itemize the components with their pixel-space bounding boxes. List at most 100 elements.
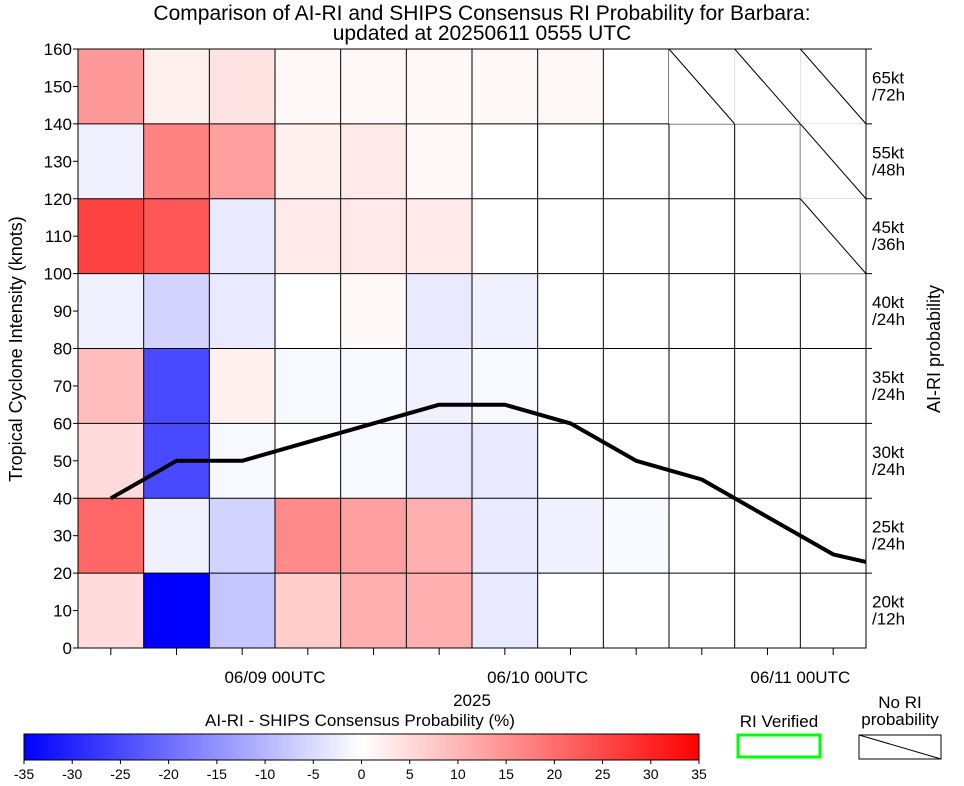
ri-threshold-label: 20kt/12h (872, 593, 905, 629)
ri-threshold-label: 65kt/72h (872, 68, 905, 104)
ri-threshold-line: 25kt (872, 518, 904, 537)
ri-verified-swatch (736, 733, 822, 759)
y-tick-label: 90 (53, 302, 72, 321)
colorbar-tick-label: -5 (307, 766, 320, 782)
heatmap-cell (472, 423, 538, 499)
heatmap-cell (340, 198, 407, 274)
colorbar-tick-label: -30 (62, 766, 82, 782)
heatmap-cell (340, 273, 407, 349)
x-tick-label: 06/10 00UTC (487, 668, 588, 687)
heatmap-cell (669, 423, 735, 499)
ri-threshold-label: 45kt/36h (872, 218, 905, 254)
x-tick-label: 06/11 00UTC (750, 668, 850, 687)
y-tick-label: 150 (44, 77, 72, 96)
no-ri-diagonal (799, 123, 867, 200)
colorbar-tick-label: -15 (207, 766, 227, 782)
x-tick-label: 06/09 00UTC (224, 668, 325, 687)
heatmap-cell (800, 573, 866, 648)
heatmap-cell (669, 198, 735, 274)
heatmap-cell (537, 49, 604, 124)
y-tick-label: 70 (53, 377, 72, 396)
heatmap-cell (143, 498, 210, 574)
heatmap-cell (603, 49, 669, 124)
no-ri-diagonal (668, 48, 736, 125)
heatmap-cell (800, 348, 866, 424)
heatmap-cell (800, 423, 866, 499)
heatmap-cell (472, 498, 538, 574)
heatmap-cell (406, 49, 472, 124)
no-ri-label-line2: probability (861, 710, 939, 729)
heatmap-cell (340, 423, 407, 499)
ri-threshold-line: 45kt (872, 218, 904, 237)
no-ri-diagonal (799, 198, 867, 274)
heatmap-cell (143, 573, 210, 648)
y-tick-label: 160 (44, 40, 72, 59)
heatmap-cell (734, 573, 801, 648)
heatmap-cell (537, 123, 604, 199)
x-axis: 06/09 00UTC 06/10 00UTC 06/11 00UTC (110, 648, 850, 687)
heatmap-cell (537, 348, 604, 424)
colorbar-tick-label: 25 (595, 766, 611, 782)
ri-threshold-label: 30kt/24h (872, 443, 905, 479)
heatmap-cell (669, 348, 735, 424)
colorbar-tick-label: 15 (498, 766, 514, 782)
heatmap-cell (209, 49, 275, 124)
heatmap-cell (275, 573, 341, 648)
no-ri-label-line1: No RI (878, 693, 921, 712)
heatmap-cell (669, 273, 735, 349)
heatmap-cell (669, 498, 735, 574)
colorbar-tick-label: -35 (14, 766, 34, 782)
heatmap-cell (275, 348, 341, 424)
colorbar (23, 733, 700, 761)
heatmap-cell (209, 498, 275, 574)
ri-threshold-line: /24h (872, 385, 905, 404)
y-tick-label: 120 (44, 190, 72, 209)
heatmap-cell (143, 348, 210, 424)
ri-threshold-line: /24h (872, 460, 905, 479)
heatmap-cell (209, 573, 275, 648)
ri-threshold-line: 30kt (872, 443, 904, 462)
ri-threshold-line: 55kt (872, 143, 904, 162)
heatmap-cell (209, 348, 275, 424)
heatmap-cell (406, 423, 472, 499)
heatmap-cell (537, 498, 604, 574)
heatmap-cell (143, 273, 210, 349)
heatmap-cell (472, 198, 538, 274)
heatmap-cell (800, 498, 866, 574)
chart-subtitle: updated at 20250611 0555 UTC (333, 22, 632, 45)
heatmap-cell (340, 348, 407, 424)
ri-threshold-line: /12h (872, 610, 905, 629)
heatmap-cell (78, 273, 144, 349)
heatmap-cell (537, 573, 604, 648)
y-axis: 0 10 20 30 40 50 60 70 80 90 100 110 120 130 140 150 160 (44, 40, 78, 658)
ri-threshold-line: /24h (872, 310, 905, 329)
heatmap-cell (340, 49, 407, 124)
intensity-track-line (109, 402, 867, 564)
heatmap-cell (734, 348, 801, 424)
heatmap-cell (78, 123, 144, 199)
no-ri-diagonal (734, 48, 801, 125)
right-axis-label: AI-RI probability (924, 285, 944, 413)
heatmap-cell (340, 498, 407, 574)
colorbar-tick-label: -10 (255, 766, 275, 782)
ri-threshold-label: 55kt/48h (872, 143, 905, 179)
heatmap-cell (603, 498, 669, 574)
ri-threshold-line: /48h (872, 160, 905, 179)
colorbar-tick-label: 10 (450, 766, 466, 782)
y-tick-label: 110 (45, 227, 72, 246)
heatmap-cell (143, 198, 210, 274)
y-tick-label: 130 (44, 152, 72, 171)
heatmap-cell (209, 123, 275, 199)
heatmap-cell (406, 198, 472, 274)
chart-title: Comparison of AI-RI and SHIPS Consensus … (153, 2, 810, 25)
heatmap-cell (669, 573, 735, 648)
heatmap-cell (406, 573, 472, 648)
heatmap-cell (603, 348, 669, 424)
y-tick-label: 0 (63, 639, 72, 658)
heatmap-cell (143, 49, 210, 124)
colorbar-tick-label: -20 (159, 766, 179, 782)
heatmap-cell (537, 198, 604, 274)
ri-verified-label: RI Verified (740, 712, 818, 731)
heatmap-cell (734, 198, 801, 274)
heatmap-cell (734, 423, 801, 499)
